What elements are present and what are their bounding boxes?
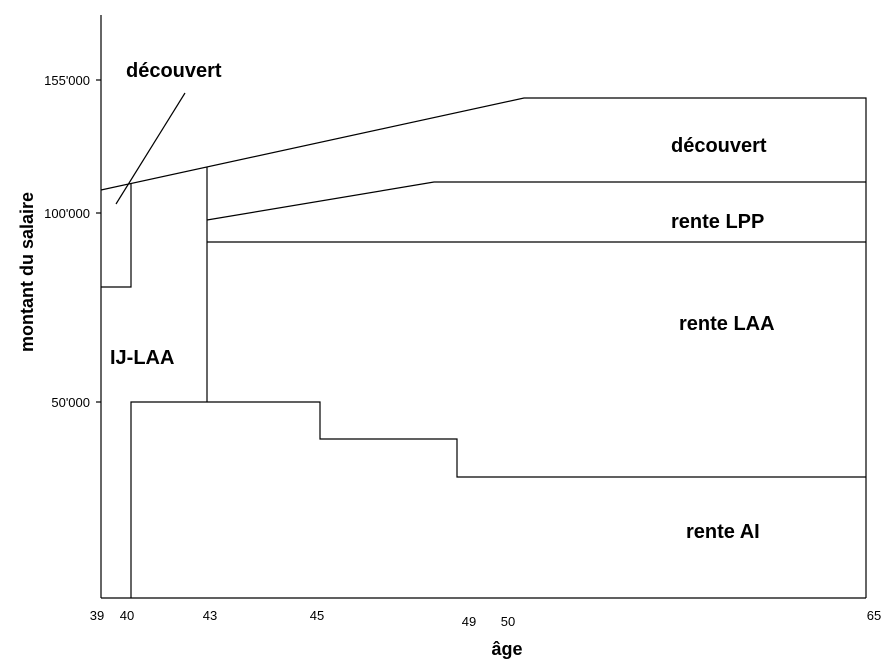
y-tick-label-155000: 155'000 [44, 73, 90, 88]
salary-line [100, 97, 867, 598]
label-rente-lpp: rente LPP [671, 211, 764, 233]
label-decouvert-right: découvert [671, 135, 767, 157]
y-axis-title: montant du salaire [17, 192, 37, 352]
x-tick-label-65: 65 [867, 608, 881, 623]
label-rente-laa: rente LAA [679, 313, 775, 335]
x-tick-label-45: 45 [310, 608, 324, 623]
rente-ai-step-line [130, 401, 866, 598]
initial-salary-step [101, 183, 132, 288]
x-tick-label-49: 49 [462, 614, 476, 629]
label-ij-laa: IJ-LAA [110, 347, 174, 369]
y-tick-label-100000: 100'000 [44, 206, 90, 221]
decouvert-leader-line [115, 92, 186, 205]
x-tick-label-50: 50 [501, 614, 515, 629]
label-decouvert-top: découvert [126, 60, 222, 82]
x-tick-label-43: 43 [203, 608, 217, 623]
x-axis-title: âge [491, 639, 522, 659]
x-tick-label-40: 40 [120, 608, 134, 623]
x-tick-label-39: 39 [90, 608, 104, 623]
lpp-upper-line [206, 181, 866, 221]
y-tick-label-50000: 50'000 [51, 395, 90, 410]
label-rente-ai: rente AI [686, 521, 760, 543]
